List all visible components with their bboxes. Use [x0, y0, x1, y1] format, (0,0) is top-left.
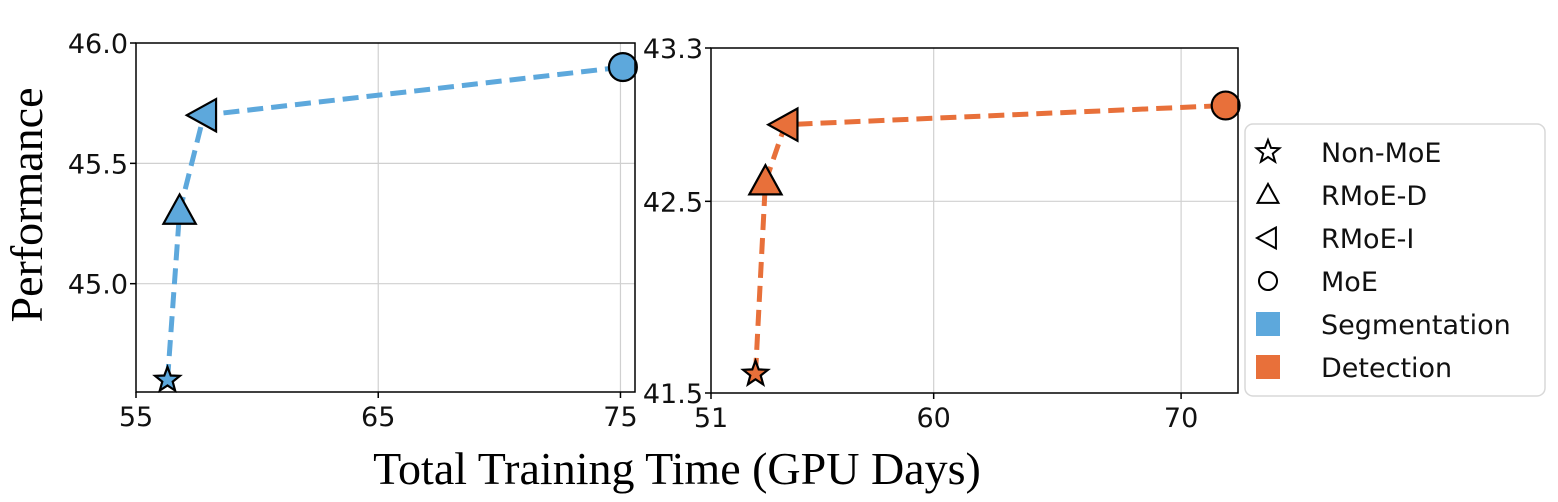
data-point-circle — [607, 52, 638, 83]
data-point-star — [740, 357, 771, 387]
y-tick-label: 45.5 — [68, 149, 128, 180]
legend-label: RMoE-D — [1321, 181, 1427, 212]
segmentation-markers — [152, 52, 638, 394]
detection-markers — [740, 90, 1241, 387]
segmentation-plot-frame — [135, 42, 636, 393]
legend-item-detection: Detection — [1256, 353, 1452, 384]
legend-items: Non-MoE RMoE-D RMoE-I MoE Segmentation Detect… — [1253, 137, 1511, 384]
legend-item-segmentation: Segmentation — [1256, 310, 1511, 341]
legend-marker-star — [1253, 137, 1283, 165]
y-tick-label: 42.5 — [643, 187, 703, 218]
segmentation-panel: 55 65 75 45.0 45.5 46.0 — [68, 29, 638, 433]
detection-panel: 51 60 70 41.5 42.5 43.3 — [643, 34, 1241, 434]
legend-label: Detection — [1321, 353, 1452, 384]
x-tick-label: 65 — [361, 402, 395, 433]
detection-plot-frame — [710, 47, 1239, 394]
detection-y-ticks: 41.5 42.5 43.3 — [643, 34, 711, 410]
detection-grid — [711, 48, 1238, 393]
segmentation-y-ticks: 45.0 45.5 46.0 — [68, 29, 136, 301]
x-tick-label: 55 — [119, 402, 153, 433]
segmentation-lines — [165, 64, 624, 381]
y-axis-label: Performance — [1, 88, 52, 323]
series-line-detection — [753, 103, 1226, 374]
data-point-triangle-left — [184, 97, 218, 134]
y-tick-label: 46.0 — [68, 29, 128, 60]
legend-item-non-moe: Non-MoE — [1253, 137, 1441, 169]
legend-label: Segmentation — [1321, 310, 1511, 341]
data-point-star — [152, 363, 183, 394]
legend-item-rmoe-i: RMoE-I — [1254, 224, 1414, 255]
segmentation-grid — [136, 43, 635, 392]
legend-marker-triangle-left — [1254, 225, 1277, 251]
y-tick-label: 45.0 — [68, 270, 128, 301]
segmentation-x-ticks: 55 65 75 — [119, 392, 638, 433]
series-line-segmentation — [165, 64, 624, 381]
data-point-triangle-left — [765, 106, 799, 143]
y-tick-label: 43.3 — [643, 34, 703, 65]
legend-marker-triangle-up — [1255, 181, 1281, 204]
legend-label: MoE — [1321, 267, 1378, 298]
legend-swatch — [1256, 355, 1280, 379]
detection-x-ticks: 51 60 70 — [694, 393, 1198, 434]
data-point-triangle-up — [161, 192, 198, 225]
x-tick-label: 60 — [916, 403, 950, 434]
legend-item-rmoe-d: RMoE-D — [1255, 181, 1427, 212]
legend-swatch — [1256, 312, 1280, 336]
legend-label: Non-MoE — [1321, 138, 1441, 169]
legend-marker-circle — [1257, 270, 1279, 292]
legend-label: RMoE-I — [1321, 224, 1414, 255]
x-axis-label: Total Training Time (GPU Days) — [373, 443, 981, 494]
y-tick-label: 41.5 — [643, 379, 703, 410]
legend-box — [1244, 123, 1546, 397]
x-tick-label: 70 — [1164, 403, 1198, 434]
x-tick-label: 51 — [694, 403, 728, 434]
legend-item-moe: MoE — [1257, 267, 1378, 298]
x-tick-label: 75 — [603, 402, 637, 433]
legend: Non-MoE RMoE-D RMoE-I MoE Segmentation Detect… — [1244, 123, 1546, 397]
detection-lines — [753, 103, 1226, 374]
data-point-triangle-up — [747, 162, 784, 196]
data-point-circle — [1210, 90, 1241, 121]
